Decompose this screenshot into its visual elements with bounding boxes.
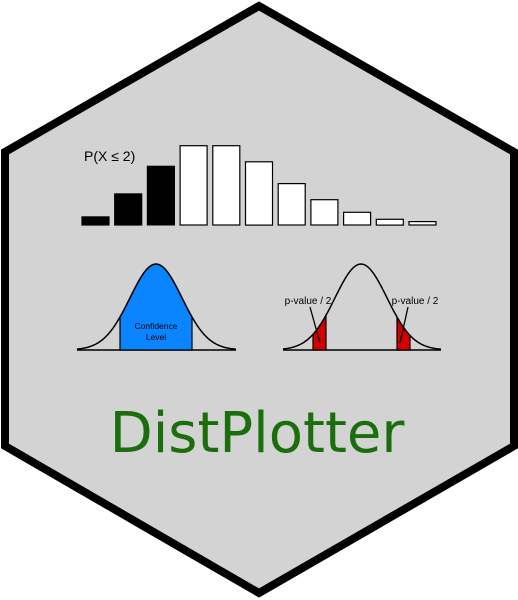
pmf-annotation: P(X ≤ 2) <box>84 148 135 164</box>
ci-label-line1: Confidence <box>134 321 177 331</box>
ci-label-line2: Level <box>146 332 166 342</box>
pmf-bar <box>212 145 241 226</box>
pv-normal-curve <box>282 263 442 350</box>
pmf-bar <box>244 161 274 226</box>
pmf-bar <box>81 216 110 226</box>
pmf-bar <box>408 221 437 226</box>
pmf-bar <box>310 199 339 226</box>
ci-normal-curve <box>76 263 237 350</box>
pmf-bar <box>114 193 143 226</box>
pmf-bar <box>146 165 175 226</box>
left-pvalue-label: p-value / 2 <box>285 296 332 307</box>
pmf-bar <box>277 183 306 226</box>
logo-title: DistPlotter <box>110 401 406 466</box>
right-pointer-line <box>399 306 409 344</box>
pmf-bar <box>179 145 208 226</box>
pmf-bar <box>375 218 404 226</box>
pmf-bar-chart <box>81 145 437 226</box>
left-pointer-line <box>309 306 321 344</box>
pmf-bar <box>343 211 372 226</box>
confidence-curve-panel: Confidence Level <box>76 263 237 351</box>
right-pvalue-label: p-value / 2 <box>392 296 439 307</box>
pvalue-curve-panel: p-value / 2 p-value / 2 <box>282 263 442 351</box>
